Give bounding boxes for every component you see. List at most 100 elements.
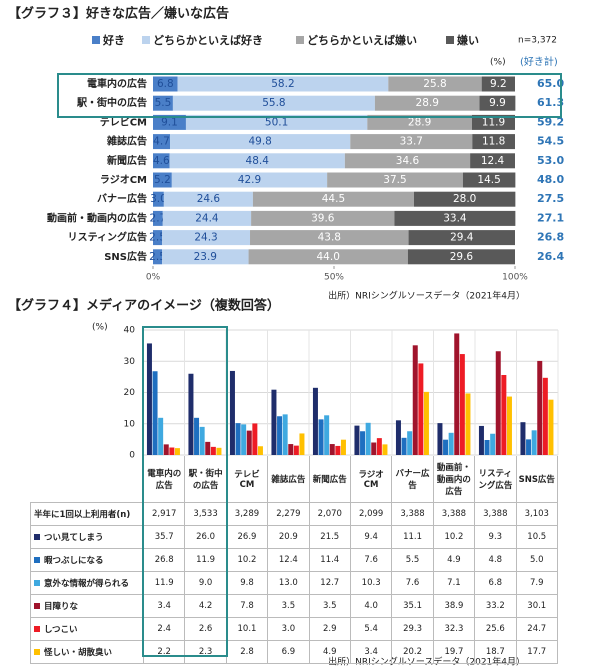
legend-swatch — [142, 36, 150, 44]
bar — [163, 444, 169, 455]
value-cell: 9.4 — [349, 525, 393, 549]
value-cell: 10.2 — [225, 548, 269, 572]
value-label: 2.7 — [150, 212, 167, 224]
value-label: 5.2 — [154, 174, 171, 186]
bar — [376, 438, 382, 455]
legend-label: どちらかといえば嫌い — [307, 33, 417, 47]
value-cell: 13.0 — [267, 571, 310, 595]
category-cell: テレビCM — [225, 456, 269, 503]
row-label: 半年に1回以上利用者(n) — [30, 502, 144, 526]
bar-segment — [185, 114, 368, 130]
legend-swatch — [446, 36, 454, 44]
category-label: SNS広告 — [104, 250, 147, 263]
value-cell: 3.4 — [349, 640, 393, 664]
header-row: 電車内の広告 駅・街中の広告 テレビCM 雑誌広告 新聞広告 ラジオCM バナー広告 動画前・… — [31, 456, 559, 503]
n-cell: 3,289 — [225, 502, 269, 526]
value-cell: 10.2 — [432, 525, 476, 549]
n-cell: 3,103 — [515, 502, 559, 526]
bar — [423, 391, 429, 455]
total-label: 48.0 — [537, 173, 564, 186]
value-label: 12.4 — [481, 155, 505, 167]
bar-segment — [153, 76, 178, 92]
y-tick-label: 20 — [124, 388, 136, 398]
bar-segment — [153, 95, 173, 111]
value-cell: 5.5 — [391, 548, 434, 572]
legend-label: 嫌い — [456, 33, 479, 47]
value-cell: 33.2 — [474, 594, 517, 618]
bar — [506, 396, 512, 455]
bar-segment — [162, 210, 252, 226]
bar-segment — [153, 210, 163, 226]
value-cell: 2.2 — [142, 640, 186, 664]
value-cell: 11.9 — [142, 571, 186, 595]
bar — [548, 399, 554, 455]
value-label: 29.4 — [450, 232, 474, 244]
n-row: 半年に1回以上利用者(n) 2,917 3,533 3,289 2,279 2,070 2,… — [30, 502, 559, 526]
corner-cell — [31, 456, 144, 503]
value-cell: 35.7 — [142, 525, 186, 549]
bar-segment — [153, 249, 163, 265]
legend-swatch — [34, 649, 40, 655]
value-label: 3.0 — [150, 193, 167, 205]
chart-title: 【グラフ４】メディアのイメージ（複数回答） — [8, 298, 280, 314]
bar-segment — [153, 114, 186, 130]
series-row: 暇つぶしになる 26.8 11.9 10.2 12.4 11.4 7.6 5.5 4.9 4.8 5… — [30, 548, 559, 572]
bar — [443, 439, 449, 455]
value-label: 33.7 — [400, 136, 423, 148]
bar-segment — [251, 210, 395, 226]
bar-segment — [248, 249, 408, 265]
row-label: 目障りな — [30, 594, 144, 618]
legend-label: つい見てしまう — [44, 533, 104, 543]
category-label: 電車内の広告 — [87, 77, 147, 90]
legend-label: 怪しい・胡散臭い — [44, 648, 113, 658]
bar-segment — [153, 172, 172, 188]
value-cell: 4.9 — [308, 640, 351, 664]
value-cell: 17.7 — [515, 640, 559, 664]
bar — [531, 430, 537, 455]
value-label: 6.8 — [157, 78, 174, 90]
value-label: 9.1 — [161, 116, 178, 128]
bar — [520, 422, 526, 455]
totals-header: (好き計) — [520, 55, 558, 68]
bar — [257, 446, 263, 455]
row-label: 怪しい・胡散臭い — [30, 640, 144, 664]
chart-title: 【グラフ３】好きな広告／嫌いな広告 — [8, 6, 229, 22]
value-cell: 26.9 — [225, 525, 269, 549]
n-cell: 2,099 — [349, 502, 393, 526]
y-tick-label: 10 — [124, 419, 136, 429]
value-label: 11.9 — [482, 116, 505, 128]
bar — [194, 417, 200, 455]
bar-segment — [462, 172, 516, 188]
legend-swatch — [92, 36, 100, 44]
bar — [252, 423, 258, 455]
value-cell: 30.1 — [515, 594, 559, 618]
legend-swatch — [34, 557, 40, 563]
bar — [210, 446, 216, 455]
bar — [335, 445, 341, 455]
value-cell: 18.7 — [474, 640, 517, 664]
value-cell: 9.8 — [225, 571, 269, 595]
value-label: 43.8 — [318, 232, 341, 244]
bar — [199, 426, 205, 455]
bar — [526, 439, 532, 455]
bar — [271, 389, 277, 455]
y-tick-label: 40 — [124, 326, 136, 336]
value-label: 58.2 — [271, 78, 294, 90]
bar-segment — [170, 134, 351, 150]
unit: (%) — [92, 323, 108, 333]
bar — [235, 423, 241, 455]
source: 出所）NRIシングルソースデータ（2021年4月） — [328, 290, 525, 302]
bar — [324, 415, 330, 455]
legend-label: 目障りな — [44, 602, 79, 612]
bar — [293, 445, 299, 455]
category-cell: ラジオCM — [349, 456, 393, 503]
total-label: 61.3 — [537, 96, 564, 109]
bar-segment — [162, 249, 249, 265]
value-cell: 7.9 — [515, 571, 559, 595]
value-cell: 26.8 — [142, 548, 186, 572]
bar-segment — [171, 172, 328, 188]
bar — [407, 431, 413, 455]
value-cell: 2.6 — [184, 617, 227, 641]
bar-segment — [162, 230, 251, 246]
